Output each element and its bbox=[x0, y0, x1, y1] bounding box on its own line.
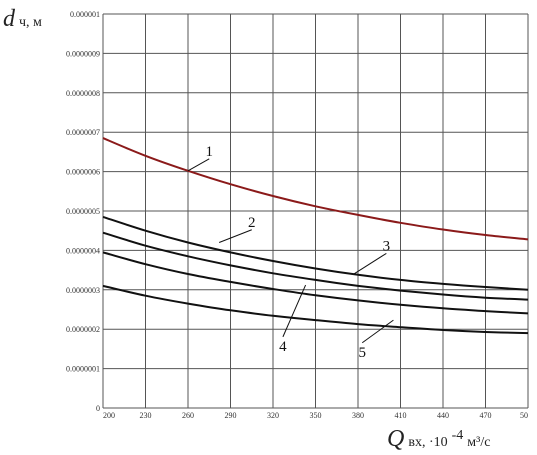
y-tick-label: 0.0000009 bbox=[66, 49, 100, 58]
x-axis-label-unit: м³/с bbox=[467, 435, 490, 450]
x-axis-label-main: Q bbox=[387, 426, 404, 452]
series-line-1 bbox=[102, 137, 529, 241]
curve-label: 3 bbox=[383, 238, 391, 254]
y-axis-label-sub: ч, м bbox=[19, 15, 42, 30]
x-tick-label: 200 bbox=[103, 411, 115, 420]
y-tick-label: 0.000001 bbox=[70, 10, 100, 19]
y-tick-label: 0.0000005 bbox=[66, 207, 100, 216]
curve-label-leader bbox=[218, 229, 252, 243]
y-tick-label: 0.0000003 bbox=[66, 286, 100, 295]
x-axis-label-sub: вх, ·10 bbox=[408, 435, 447, 450]
x-tick-label: 470 bbox=[480, 411, 492, 420]
x-tick-label: 50 bbox=[520, 411, 528, 420]
curve-labels: 1 2 3 4 5 bbox=[187, 144, 394, 361]
curve-label-leader bbox=[282, 284, 307, 338]
y-tick-labels: 0 0.0000001 0.0000002 0.0000003 0.0000004 0.0… bbox=[66, 10, 100, 413]
x-tick-label: 440 bbox=[437, 411, 449, 420]
y-axis-label: d ч, м bbox=[3, 6, 42, 32]
y-tick-label: 0.0000006 bbox=[66, 168, 100, 177]
x-tick-labels: 200 230 260 290 320 350 380 410 440 470 50 bbox=[103, 411, 528, 420]
curve-label: 2 bbox=[248, 215, 256, 231]
series-layer bbox=[102, 137, 529, 335]
y-tick-label: 0 bbox=[96, 404, 100, 413]
y-axis-label-main: d bbox=[3, 6, 16, 32]
x-tick-label: 410 bbox=[395, 411, 407, 420]
series-line-3 bbox=[102, 231, 529, 301]
curve-label: 5 bbox=[359, 345, 367, 361]
y-tick-label: 0.0000001 bbox=[66, 365, 100, 374]
y-tick-label: 0.0000008 bbox=[66, 89, 100, 98]
y-tick-label: 0.0000002 bbox=[66, 325, 100, 334]
y-tick-label: 0.0000004 bbox=[66, 246, 100, 255]
series-line-5 bbox=[102, 284, 529, 335]
x-axis-label-exponent: -4 bbox=[452, 428, 464, 443]
x-tick-label: 380 bbox=[352, 411, 364, 420]
curve-label: 1 bbox=[206, 144, 214, 160]
x-tick-label: 230 bbox=[140, 411, 152, 420]
x-axis-label: Q вх, ·10 -4 м³/с bbox=[387, 426, 490, 452]
x-tick-label: 290 bbox=[225, 411, 237, 420]
curve-label-leader bbox=[353, 252, 387, 275]
x-tick-label: 350 bbox=[310, 411, 322, 420]
x-tick-label: 320 bbox=[267, 411, 279, 420]
curve-label: 4 bbox=[279, 339, 287, 355]
series-line-2 bbox=[102, 215, 529, 291]
series-line-4 bbox=[102, 251, 529, 315]
curve-label-leader bbox=[361, 319, 394, 344]
x-tick-label: 260 bbox=[182, 411, 194, 420]
y-tick-label: 0.0000007 bbox=[66, 128, 100, 137]
grid bbox=[102, 13, 529, 409]
curve-label-leader bbox=[187, 158, 210, 172]
